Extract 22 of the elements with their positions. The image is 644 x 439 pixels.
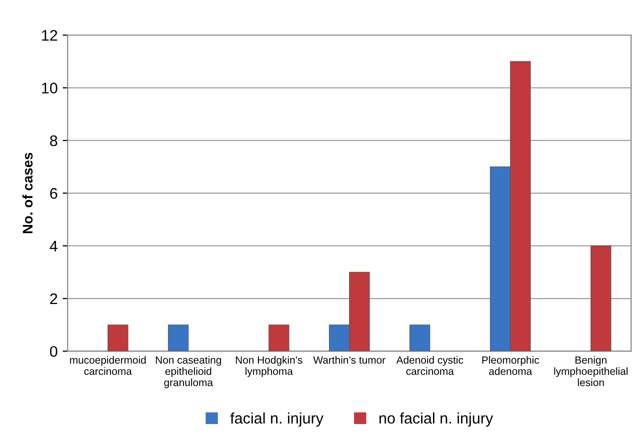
bar xyxy=(108,324,128,352)
x-tick-label: Pleomorphic adenoma xyxy=(482,356,540,375)
bar xyxy=(590,246,612,352)
y-tick-label: 4 xyxy=(50,240,58,252)
legend-label: facial n. injury xyxy=(230,412,324,427)
bar xyxy=(268,324,290,352)
y-tick-label: 0 xyxy=(50,346,58,357)
x-tick-label: Non caseating epithelioid granuloma xyxy=(156,356,221,388)
y-tick-label: 10 xyxy=(42,82,58,94)
y-tick-label: 8 xyxy=(50,135,58,146)
x-tick-label: Adenoid cystic carcinoma xyxy=(396,356,464,375)
x-tick-label: Non Hodgkin’s lymphoma xyxy=(236,356,302,377)
y-tick-label: 2 xyxy=(50,293,58,304)
legend-label: no facial n. injury xyxy=(379,412,494,427)
bar xyxy=(168,324,189,352)
x-tick-label: Warthin’s tumor xyxy=(313,356,386,364)
y-tick-label: 6 xyxy=(50,188,58,199)
y-tick-label: 12 xyxy=(42,30,58,41)
y-axis-title: No. of cases xyxy=(22,152,33,234)
x-tick-label: Benign lymphoepithelial lesion xyxy=(554,356,628,386)
bar xyxy=(409,324,430,352)
x-tick-label: mucoepidermoid carcinoma xyxy=(70,356,146,375)
